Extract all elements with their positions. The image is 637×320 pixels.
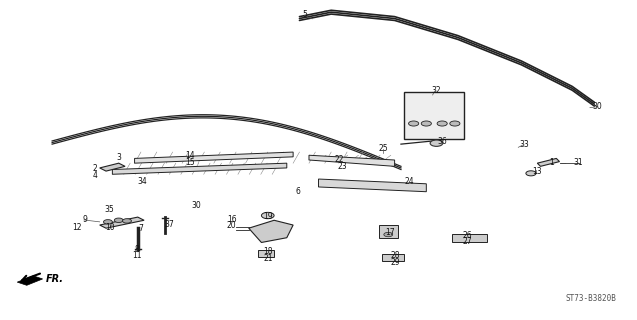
- Bar: [404, 92, 464, 140]
- Text: FR.: FR.: [46, 274, 64, 284]
- Circle shape: [384, 232, 392, 237]
- Bar: [258, 251, 274, 257]
- Text: 33: 33: [520, 140, 529, 148]
- Circle shape: [437, 121, 447, 126]
- Text: 35: 35: [104, 205, 114, 214]
- Circle shape: [261, 212, 274, 219]
- Circle shape: [430, 140, 443, 146]
- Text: 29: 29: [390, 258, 400, 267]
- Text: 37: 37: [164, 220, 174, 228]
- Polygon shape: [318, 179, 426, 192]
- Circle shape: [526, 171, 536, 176]
- Circle shape: [408, 121, 419, 126]
- Bar: [382, 254, 404, 260]
- Bar: [452, 234, 487, 242]
- Text: 22: 22: [334, 155, 344, 164]
- Polygon shape: [17, 276, 43, 285]
- Text: 12: 12: [72, 223, 82, 232]
- Text: 17: 17: [385, 228, 395, 236]
- Text: 19: 19: [263, 212, 273, 221]
- Polygon shape: [112, 163, 287, 174]
- Polygon shape: [100, 217, 144, 228]
- Text: 23: 23: [338, 162, 347, 171]
- Text: 15: 15: [185, 158, 195, 167]
- Polygon shape: [537, 158, 559, 166]
- Text: 36: 36: [437, 137, 447, 147]
- Text: 30: 30: [192, 201, 201, 210]
- Text: 27: 27: [462, 237, 473, 246]
- Text: 34: 34: [138, 177, 147, 186]
- Bar: [379, 225, 397, 238]
- Text: 2: 2: [93, 164, 97, 173]
- Polygon shape: [309, 155, 394, 166]
- Text: 14: 14: [185, 151, 195, 160]
- Text: 25: 25: [378, 144, 388, 153]
- Text: 30: 30: [592, 101, 603, 111]
- Polygon shape: [248, 220, 293, 243]
- Circle shape: [114, 218, 123, 222]
- Text: 28: 28: [390, 251, 400, 260]
- Text: 24: 24: [404, 177, 414, 186]
- Text: 9: 9: [82, 214, 87, 223]
- Text: 13: 13: [533, 167, 542, 176]
- Text: 7: 7: [138, 224, 143, 233]
- Circle shape: [450, 121, 460, 126]
- Text: 16: 16: [227, 215, 236, 224]
- Text: 8: 8: [135, 245, 140, 254]
- Polygon shape: [100, 163, 125, 171]
- Text: 18: 18: [263, 247, 273, 256]
- Text: 11: 11: [132, 251, 142, 260]
- Text: 32: 32: [431, 86, 441, 95]
- Text: 20: 20: [227, 221, 236, 230]
- Text: 6: 6: [296, 187, 301, 196]
- Text: 21: 21: [263, 254, 273, 263]
- Text: 31: 31: [574, 158, 583, 167]
- Text: 10: 10: [106, 223, 115, 232]
- Text: 1: 1: [550, 158, 554, 167]
- Circle shape: [421, 121, 431, 126]
- Circle shape: [122, 219, 131, 223]
- Circle shape: [103, 220, 112, 224]
- Text: ST73-B3820B: ST73-B3820B: [566, 294, 617, 303]
- Text: 4: 4: [93, 171, 97, 180]
- Text: 5: 5: [302, 10, 307, 19]
- Text: 26: 26: [462, 231, 473, 240]
- Polygon shape: [134, 152, 293, 163]
- Text: 3: 3: [117, 153, 121, 162]
